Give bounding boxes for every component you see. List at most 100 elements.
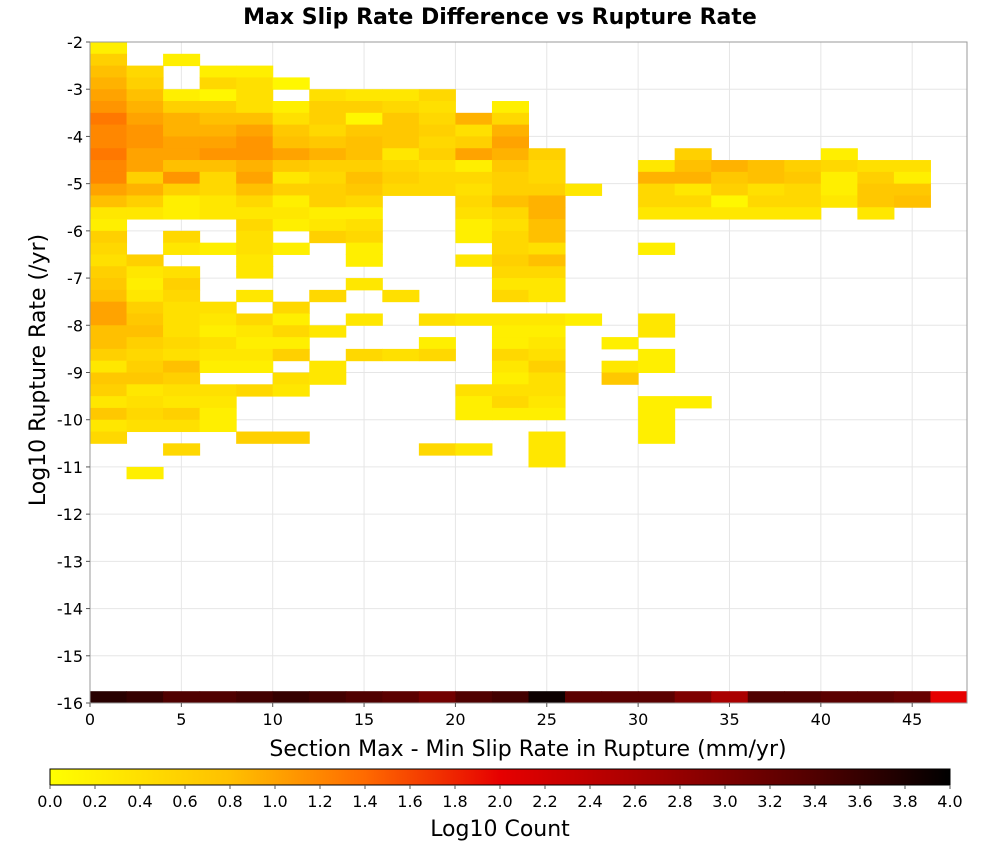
heatmap-cell — [163, 325, 201, 338]
heatmap-cell — [199, 65, 237, 78]
y-tick-label: -4 — [67, 127, 83, 146]
colorbar-tick-label: 0.6 — [172, 792, 197, 811]
heatmap-cell — [491, 136, 529, 149]
heatmap-cell — [455, 691, 493, 704]
heatmap-cell — [784, 195, 822, 208]
colorbar-label: Log10 Count — [430, 817, 570, 842]
heatmap-cell — [491, 242, 529, 255]
heatmap-cell — [309, 112, 347, 126]
heatmap-cell — [455, 254, 493, 267]
heatmap-cell — [601, 337, 639, 350]
heatmap-cell — [857, 691, 895, 704]
heatmap-cell — [236, 337, 274, 350]
heatmap-cell — [199, 301, 237, 314]
heatmap-cell — [491, 372, 529, 385]
heatmap-cell — [126, 278, 164, 291]
heatmap-cell — [163, 136, 201, 149]
heatmap-cell — [747, 171, 785, 185]
colorbar-tick-label: 0.2 — [82, 792, 107, 811]
heatmap-cell — [309, 160, 347, 173]
y-tick-label: -15 — [57, 647, 83, 666]
heatmap-cell — [309, 289, 347, 303]
y-tick-label: -13 — [57, 552, 83, 571]
y-tick-label: -11 — [57, 458, 83, 477]
heatmap-cell — [126, 384, 164, 397]
heatmap-cell — [309, 148, 347, 161]
heatmap-cell — [272, 337, 310, 350]
heatmap-cell — [90, 230, 128, 244]
heatmap-cell — [90, 242, 128, 255]
heatmap-cell — [455, 136, 493, 149]
heatmap-cell — [309, 360, 347, 373]
heatmap-cell — [345, 313, 383, 326]
heatmap-cell — [199, 112, 237, 126]
heatmap-cell — [126, 136, 164, 149]
heatmap-cell — [528, 325, 566, 338]
heatmap-cell — [199, 407, 237, 421]
heatmap-cell — [90, 207, 128, 220]
heatmap-cell — [126, 396, 164, 409]
heatmap-cell — [272, 691, 310, 704]
heatmap-cell — [272, 431, 310, 444]
heatmap-cell — [820, 171, 858, 185]
heatmap-cell — [382, 124, 420, 137]
y-axis-label: Log10 Rupture Rate (/yr) — [26, 234, 51, 506]
heatmap-cell — [199, 136, 237, 149]
heatmap-cell — [236, 691, 274, 704]
heatmap-cell — [418, 348, 456, 362]
heatmap-cell — [90, 360, 128, 373]
heatmap-cell — [90, 148, 128, 161]
heatmap-cell — [491, 171, 529, 185]
heatmap-cell — [528, 348, 566, 362]
heatmap-cell — [857, 195, 895, 208]
heatmap-cell — [528, 148, 566, 161]
heatmap-cell — [163, 171, 201, 185]
heatmap-cell — [930, 691, 968, 704]
heatmap-cell — [236, 219, 274, 232]
heatmap-cell — [309, 691, 347, 704]
heatmap-cell — [455, 160, 493, 173]
heatmap-cell — [236, 384, 274, 397]
heatmap-cell — [199, 313, 237, 326]
heatmap-cell — [272, 112, 310, 126]
x-axis-label: Section Max - Min Slip Rate in Rupture (… — [269, 737, 786, 762]
x-axis-ticks: 0 5 10 15 20 25 30 35 40 45 — [85, 703, 922, 729]
heatmap-cell — [491, 266, 529, 279]
heatmap-cell — [674, 396, 712, 409]
heatmap-cell — [674, 183, 712, 196]
y-tick-label: -14 — [57, 600, 83, 619]
heatmap-cell — [491, 348, 529, 362]
heatmap-cell — [163, 148, 201, 161]
heatmap-cell — [199, 195, 237, 208]
heatmap-cell — [163, 313, 201, 326]
heatmap-cell — [309, 101, 347, 114]
heatmap-cell — [90, 278, 128, 291]
heatmap-cell — [528, 266, 566, 279]
heatmap-cell — [747, 183, 785, 196]
y-tick-label: -10 — [57, 411, 83, 430]
heatmap-cell — [345, 254, 383, 267]
heatmap-cell — [674, 195, 712, 208]
heatmap-cell — [638, 419, 676, 433]
x-tick-label: 15 — [354, 710, 374, 729]
heatmap-cell — [163, 360, 201, 373]
heatmap-cell — [272, 325, 310, 338]
heatmap-cell — [455, 396, 493, 409]
heatmap-cell — [163, 195, 201, 208]
heatmap-cell — [199, 148, 237, 161]
x-tick-label: 30 — [628, 710, 648, 729]
heatmap-cell — [345, 171, 383, 185]
heatmap-cell — [491, 112, 529, 126]
heatmap-cell — [90, 266, 128, 279]
heatmap-cell — [674, 207, 712, 220]
heatmap-cell — [784, 183, 822, 196]
colorbar — [49, 768, 951, 786]
heatmap-cell — [272, 219, 310, 232]
heatmap-cell — [491, 396, 529, 409]
heatmap-cell — [528, 360, 566, 373]
colorbar-tick-label: 1.2 — [307, 792, 332, 811]
heatmap-cell — [90, 183, 128, 196]
heatmap-cell — [199, 419, 237, 433]
heatmap-cell — [90, 219, 128, 232]
heatmap-cell — [638, 207, 676, 220]
